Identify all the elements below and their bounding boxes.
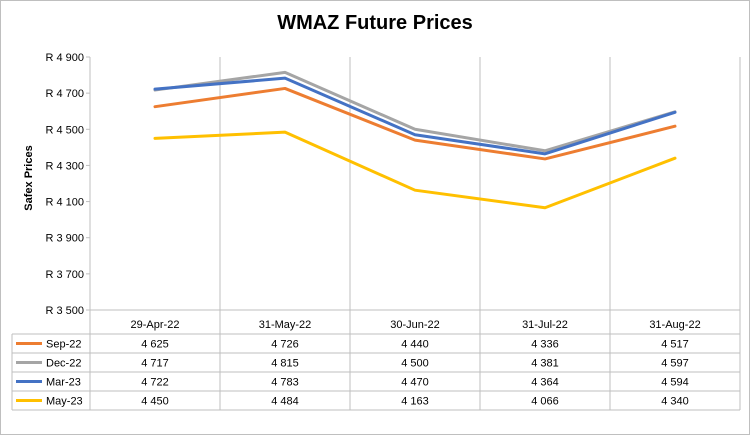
data-table-cell: 4 364 <box>531 377 559 389</box>
x-tick-label: 29-Apr-22 <box>131 319 180 331</box>
chart-title: WMAZ Future Prices <box>277 12 473 34</box>
y-tick-label: R 4 300 <box>45 160 84 172</box>
data-table-cell: 4 597 <box>661 358 689 370</box>
data-table-cell: 4 470 <box>401 377 429 389</box>
legend-label: Sep-22 <box>46 339 81 351</box>
y-tick-label: R 3 700 <box>45 269 84 281</box>
y-tick-label: R 4 700 <box>45 88 84 100</box>
x-tick-label: 31-May-22 <box>259 319 312 331</box>
data-table-cell: 4 722 <box>141 377 169 389</box>
series-line-dec-22 <box>153 70 677 153</box>
data-table-cell: 4 500 <box>401 358 429 370</box>
legend-label: May-23 <box>46 396 83 408</box>
series-line-mar-23 <box>153 76 677 156</box>
x-tick-label: 31-Aug-22 <box>649 319 700 331</box>
data-table-cell: 4 340 <box>661 396 689 408</box>
y-tick-label: R 3 900 <box>45 233 84 245</box>
legend-label: Dec-22 <box>46 358 81 370</box>
series-line-may-23 <box>153 130 677 210</box>
data-table-cell: 4 517 <box>661 339 689 351</box>
y-tick-label: R 4 100 <box>45 197 84 209</box>
data-table-cell: 4 336 <box>531 339 559 351</box>
y-tick-label: R 4 900 <box>45 52 84 64</box>
data-table-cell: 4 381 <box>531 358 559 370</box>
data-table-cell: 4 815 <box>271 358 299 370</box>
x-tick-label: 31-Jul-22 <box>522 319 568 331</box>
data-table-cell: 4 440 <box>401 339 429 351</box>
data-table-cell: 4 163 <box>401 396 429 408</box>
data-table-cell: 4 717 <box>141 358 169 370</box>
series-line-sep-22 <box>153 86 677 161</box>
data-table-cell: 4 783 <box>271 377 299 389</box>
data-table-cell: 4 484 <box>271 396 299 408</box>
x-tick-label: 30-Jun-22 <box>390 319 440 331</box>
data-table-cell: 4 594 <box>661 377 689 389</box>
y-tick-label: R 3 500 <box>45 305 84 317</box>
data-table-cell: 4 625 <box>141 339 169 351</box>
legend-label: Mar-23 <box>46 377 81 389</box>
y-tick-label: R 4 500 <box>45 124 84 136</box>
data-table-cell: 4 450 <box>141 396 169 408</box>
data-table-cell: 4 726 <box>271 339 299 351</box>
data-table-cell: 4 066 <box>531 396 559 408</box>
